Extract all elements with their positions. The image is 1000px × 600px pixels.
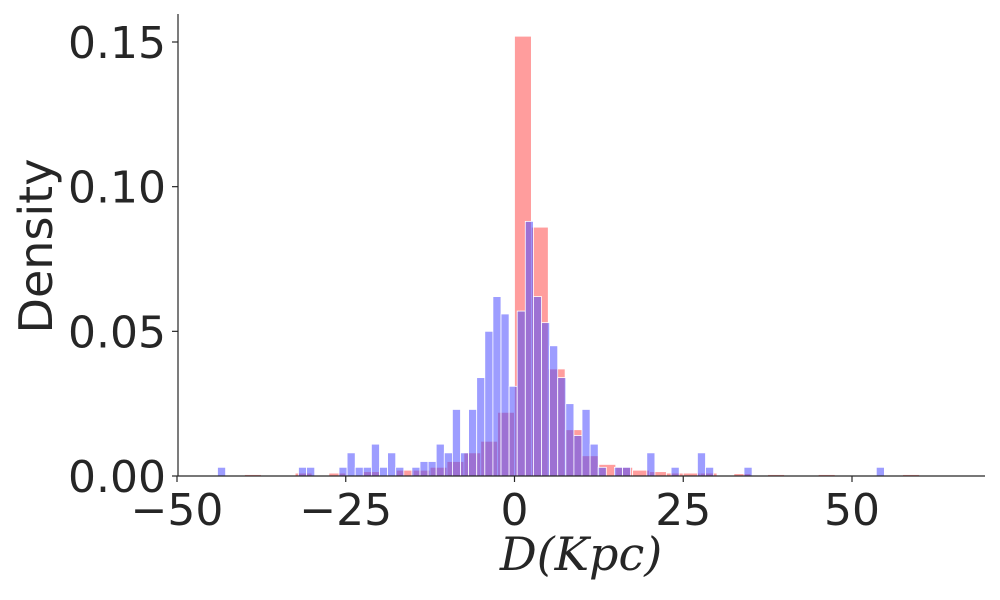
histogram-bar-series-2-bin-29 xyxy=(549,345,559,477)
bars-layer xyxy=(217,35,920,477)
histogram-bar-series-2-bin-24 xyxy=(508,385,518,477)
histogram-bar-series-2-bin-40 xyxy=(697,452,706,477)
histogram-bar-series-2-bin-33 xyxy=(581,409,591,477)
x-tick-label: −50 xyxy=(131,485,224,536)
histogram-bar-series-2-bin-28 xyxy=(541,322,551,477)
histogram-bar-series-2-bin-15 xyxy=(435,443,445,477)
y-tick-label: 0.15 xyxy=(68,18,166,69)
histogram-bar-series-2-bin-26 xyxy=(524,220,534,477)
x-tick-label: −25 xyxy=(299,485,392,536)
histogram-bar-series-2-bin-32 xyxy=(573,435,583,477)
histogram-bar-series-2-bin-9 xyxy=(379,466,389,477)
histogram-bar-series-2-bin-16 xyxy=(443,452,453,477)
histogram-bar-series-2-bin-6 xyxy=(354,466,364,477)
histogram-bar-series-2-bin-19 xyxy=(468,409,478,477)
histogram-bar-series-2-bin-38 xyxy=(646,452,656,477)
histogram-bar-series-2-bin-10 xyxy=(387,452,397,477)
histogram-bar-series-2-bin-42 xyxy=(743,466,753,477)
histogram-bar-series-2-bin-27 xyxy=(533,296,542,477)
histogram-bar-series-2-bin-35 xyxy=(597,466,607,477)
x-tick-label: 0 xyxy=(501,485,529,536)
histogram-bar-series-2-bin-7 xyxy=(362,466,372,477)
histogram-bar-series-2-bin-22 xyxy=(492,296,502,477)
y-tick-label: 0.05 xyxy=(68,307,166,358)
histogram-bar-series-2-bin-1 xyxy=(217,466,227,477)
histogram-bar-series-2-bin-5 xyxy=(346,452,356,477)
histogram-bar-series-2-bin-14 xyxy=(427,461,437,477)
histogram-bar-series-2-bin-8 xyxy=(370,443,380,477)
histogram-bar-series-2-bin-41 xyxy=(705,466,715,477)
histogram-bar-series-2-bin-13 xyxy=(419,461,429,477)
histogram-bar-series-2-bin-30 xyxy=(557,377,567,477)
histogram-bar-series-2-bin-4 xyxy=(338,466,348,477)
histogram-bar-series-2-bin-3 xyxy=(306,466,316,477)
histogram-bar-series-2-bin-34 xyxy=(589,443,599,477)
histogram-bar-series-2-bin-2 xyxy=(298,466,308,477)
histogram-bar-series-2-bin-17 xyxy=(451,409,461,477)
histogram-bar-series-2-bin-25 xyxy=(516,310,526,477)
x-axis-title: D(Kpc) xyxy=(499,527,662,581)
x-tick-label: 25 xyxy=(655,485,711,536)
histogram-bar-series-2-bin-20 xyxy=(476,377,486,477)
histogram-bar-series-2-bin-11 xyxy=(395,466,405,477)
y-axis-title: Density xyxy=(9,159,63,334)
ticks-layer: −50 −25 0 25 50 0.00 0.05 0.10 0.15 xyxy=(68,18,880,536)
histogram-bar-series-2-bin-21 xyxy=(484,330,494,477)
y-tick-label: 0.10 xyxy=(68,163,166,214)
y-tick-label: 0.00 xyxy=(68,452,166,503)
histogram-bar-series-2-bin-23 xyxy=(500,313,510,477)
histogram-bar-series-2-bin-18 xyxy=(460,452,470,477)
x-tick-label: 50 xyxy=(824,485,880,536)
histogram-bar-series-2-bin-37 xyxy=(622,466,632,477)
histogram-bar-series-2-bin-36 xyxy=(614,466,623,477)
histogram-bar-series-2-bin-31 xyxy=(565,403,575,477)
histogram-bar-series-2-bin-39 xyxy=(670,466,680,477)
histogram-bar-series-2-bin-12 xyxy=(411,466,421,477)
histogram-bar-series-2-bin-43 xyxy=(875,466,885,477)
